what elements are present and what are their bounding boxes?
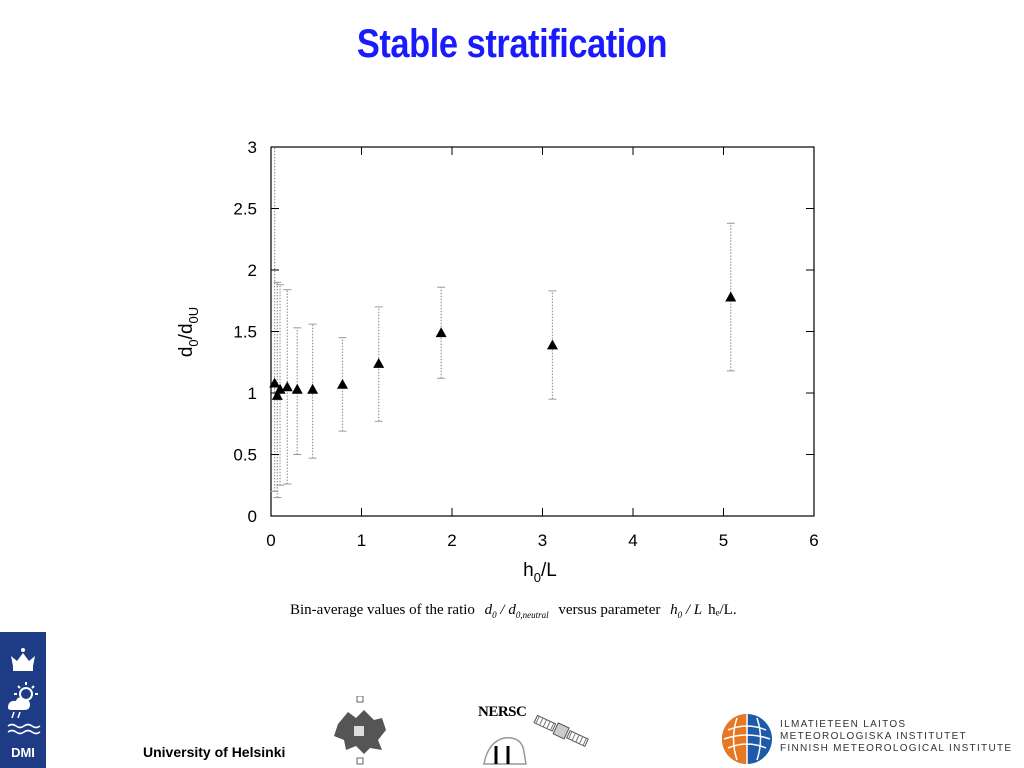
fmi-line-fi: ILMATIETEEN LAITOS bbox=[780, 719, 907, 730]
satellite-icon bbox=[533, 714, 589, 748]
y-tick-label: 1 bbox=[248, 384, 257, 403]
fmi-line-en: FINNISH METEOROLOGICAL INSTITUTE bbox=[780, 743, 1013, 754]
x-tick-label: 6 bbox=[809, 531, 818, 550]
y-tick-label: 0 bbox=[248, 507, 257, 526]
x-axis-label: h0/L bbox=[523, 560, 557, 585]
y-tick-label: 2.5 bbox=[233, 200, 257, 219]
y-tick-label: 3 bbox=[248, 138, 257, 157]
data-point bbox=[269, 377, 281, 388]
data-point bbox=[281, 381, 293, 392]
nersc-label: NERSC bbox=[478, 704, 527, 720]
caption-parameter: h0 / L bbox=[670, 602, 703, 620]
dmi-logo: DMI bbox=[0, 632, 46, 768]
data-point bbox=[373, 357, 385, 368]
data-point bbox=[271, 389, 283, 400]
x-tick-label: 0 bbox=[266, 531, 275, 550]
caption-ratio: d0 / d0,neutral bbox=[484, 602, 549, 620]
university-helsinki-logo bbox=[334, 696, 386, 765]
dmi-label: DMI bbox=[11, 745, 35, 760]
caption-prefix: Bin-average values of the ratio bbox=[290, 602, 475, 618]
weather-icon bbox=[8, 682, 38, 719]
y-tick-label: 0.5 bbox=[233, 446, 257, 465]
caption-middle: versus parameter bbox=[558, 602, 661, 618]
x-tick-label: 3 bbox=[538, 531, 547, 550]
data-point bbox=[725, 291, 737, 302]
data-point bbox=[546, 339, 558, 350]
waves-icon bbox=[7, 723, 41, 735]
data-point bbox=[291, 383, 303, 394]
fmi-line-sv: METEOROLOGISKA INSTITUTET bbox=[780, 731, 967, 742]
y-tick-label: 1.5 bbox=[233, 323, 257, 342]
data-point bbox=[336, 378, 348, 389]
data-point bbox=[435, 327, 447, 338]
y-axis-label: d0/d0U bbox=[176, 307, 201, 357]
figure-caption: Bin-average values of the ratio d0 / d0,… bbox=[290, 602, 737, 620]
y-tick-label: 2 bbox=[248, 261, 257, 280]
scatter-chart: 0 1 2 3 4 5 6 0 0.5 1 1.5 2 2.5 3 h0/L d0/d0U bbox=[176, 138, 819, 585]
x-tick-label: 1 bbox=[357, 531, 366, 550]
fmi-globe-icon bbox=[722, 714, 772, 764]
fmi-name-lines: ILMATIETEEN LAITOS METEOROLOGISKA INSTIT… bbox=[780, 719, 1012, 755]
x-tick-label: 5 bbox=[719, 531, 728, 550]
data-point bbox=[307, 383, 319, 394]
nersc-logo bbox=[483, 714, 589, 765]
x-tick-label: 2 bbox=[447, 531, 456, 550]
university-name: University of Helsinki bbox=[143, 744, 286, 760]
plot-frame bbox=[270, 146, 815, 517]
caption-suffix: hₑ/L. bbox=[708, 602, 737, 618]
x-tick-label: 4 bbox=[628, 531, 637, 550]
crown-icon bbox=[11, 648, 35, 671]
page-title: Stable stratification bbox=[356, 22, 668, 66]
